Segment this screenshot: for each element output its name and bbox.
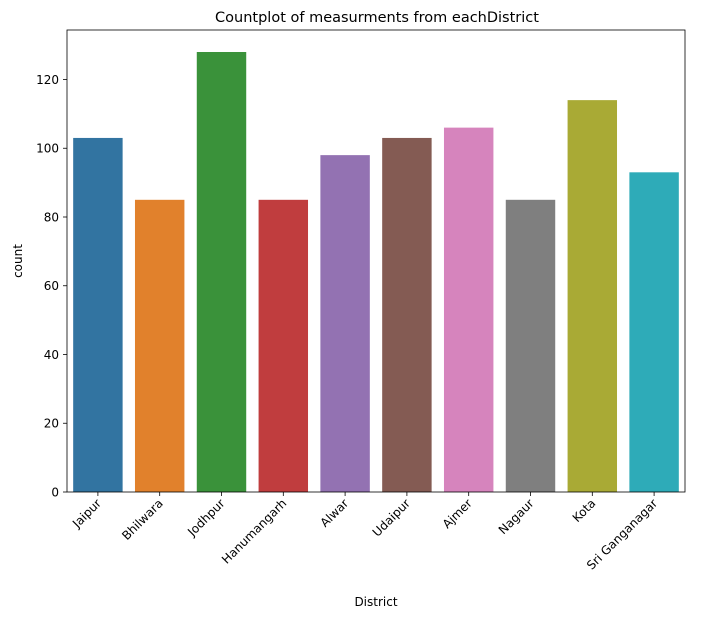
bar-kota — [567, 100, 618, 493]
x-tick-label: Hanumangarh — [219, 496, 289, 566]
x-tick-label: Udaipur — [370, 496, 413, 539]
bar-jaipur — [73, 137, 123, 492]
plot-frame — [66, 29, 686, 493]
y-tick-label: 80 — [44, 210, 59, 224]
bar-nagaur — [505, 199, 556, 492]
y-tick-label: 20 — [44, 417, 59, 431]
chart-title: Countplot of measurments from eachDistri… — [215, 10, 539, 26]
y-tick-label: 100 — [36, 142, 59, 156]
x-tick-label: Bhilwara — [119, 496, 166, 543]
y-tick-label: 40 — [44, 348, 59, 362]
bar-bhilwara — [134, 199, 185, 492]
x-tick-label: Ajmer — [440, 496, 475, 531]
y-tick-label: 120 — [36, 73, 59, 87]
bar-jodhpur — [196, 52, 247, 492]
bar-udaipur — [382, 137, 432, 492]
y-tick-label: 60 — [44, 279, 59, 293]
x-tick-label: Nagaur — [496, 496, 537, 537]
x-tick-label: Alwar — [318, 496, 352, 530]
x-tick-label: Jodhpur — [184, 496, 227, 539]
x-tick-label: Kota — [570, 496, 599, 525]
bar-sri-ganganagar — [629, 172, 679, 492]
y-axis-label: count — [11, 244, 25, 278]
bar-hanumangarh — [258, 199, 309, 492]
y-tick-label: 0 — [51, 485, 59, 499]
x-axis-label: District — [354, 595, 397, 609]
bar-alwar — [320, 155, 370, 493]
bars-group — [73, 52, 679, 493]
x-tick-label: Jaipur — [69, 496, 104, 531]
bar-ajmer — [443, 127, 494, 493]
